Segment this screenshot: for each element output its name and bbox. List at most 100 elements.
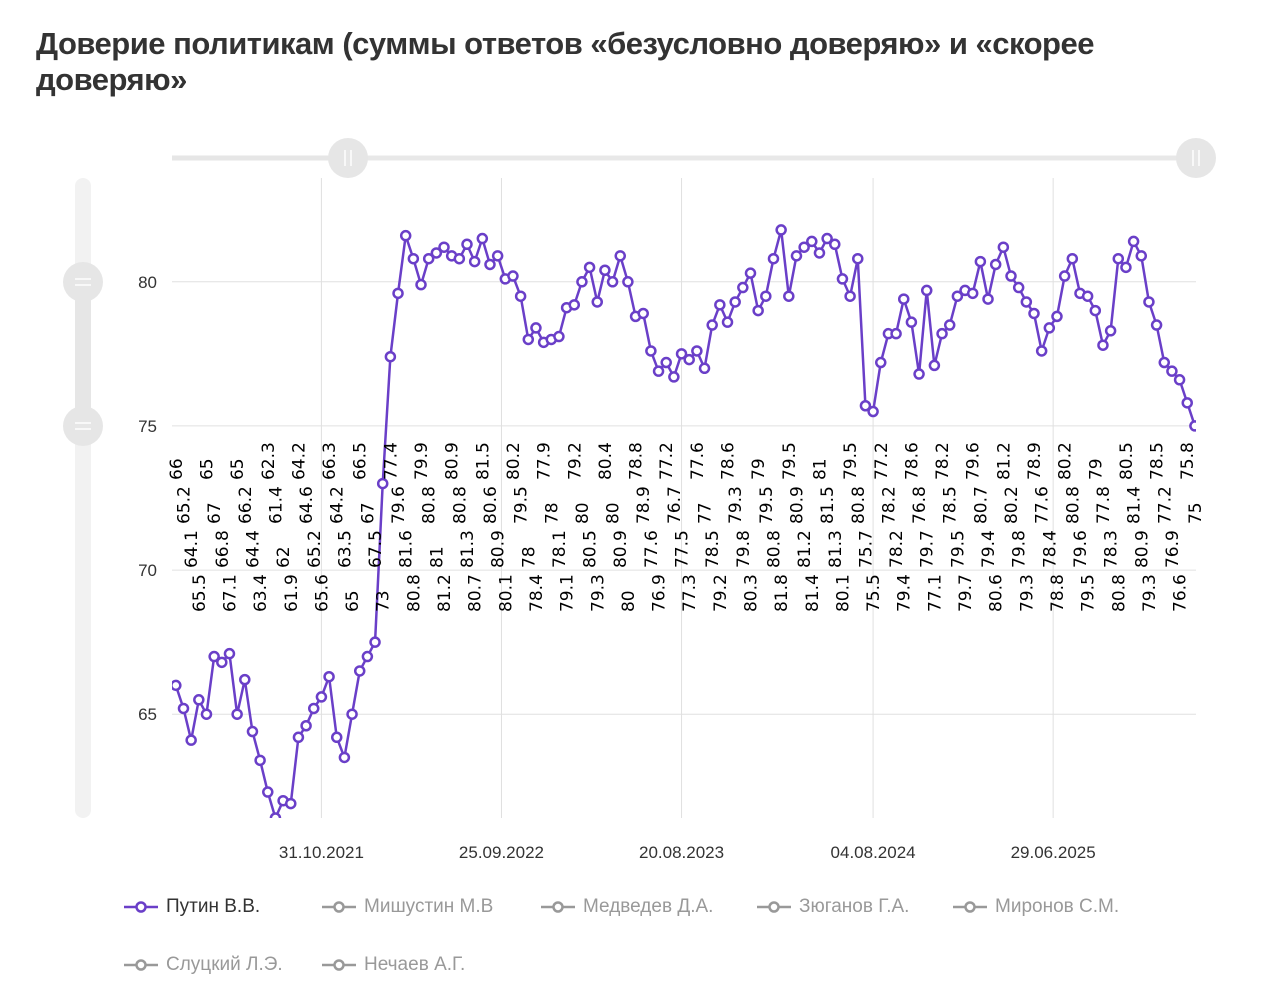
data-point[interactable] xyxy=(606,276,619,288)
data-point[interactable] xyxy=(829,238,841,251)
data-point[interactable] xyxy=(1081,290,1094,302)
data-point[interactable] xyxy=(989,258,1002,271)
data-point[interactable] xyxy=(438,241,450,253)
data-point[interactable] xyxy=(798,241,810,253)
data-point[interactable] xyxy=(553,330,565,343)
y-navigator-selection[interactable] xyxy=(75,282,91,426)
data-point[interactable] xyxy=(453,252,466,265)
data-point[interactable] xyxy=(399,229,412,242)
y-navigator-handle[interactable] xyxy=(63,262,103,302)
data-point[interactable] xyxy=(752,304,764,317)
data-point[interactable] xyxy=(1043,322,1056,334)
data-point[interactable] xyxy=(1020,296,1033,308)
data-point[interactable] xyxy=(844,290,856,302)
data-point[interactable] xyxy=(200,708,213,720)
data-point[interactable] xyxy=(269,812,282,823)
data-point[interactable] xyxy=(936,327,948,340)
data-point[interactable] xyxy=(599,264,611,277)
data-point[interactable] xyxy=(1158,356,1171,369)
data-point[interactable] xyxy=(491,250,504,262)
data-point[interactable] xyxy=(1127,235,1140,248)
data-point[interactable] xyxy=(1112,252,1125,265)
data-point[interactable] xyxy=(346,708,358,720)
data-point[interactable] xyxy=(721,316,734,328)
data-point[interactable] xyxy=(1005,270,1017,282)
data-point[interactable] xyxy=(1097,339,1109,351)
data-point[interactable] xyxy=(920,284,933,297)
data-point[interactable] xyxy=(315,691,328,703)
data-point[interactable] xyxy=(859,399,872,412)
data-point[interactable] xyxy=(422,252,435,265)
data-point[interactable] xyxy=(943,319,956,331)
handle-circle[interactable] xyxy=(1176,138,1216,178)
data-point[interactable] xyxy=(468,255,481,268)
data-point[interactable] xyxy=(1066,252,1079,265)
data-point[interactable] xyxy=(216,656,228,669)
data-point[interactable] xyxy=(974,255,987,268)
data-point[interactable] xyxy=(821,232,833,245)
legend-item[interactable]: Миронов С.М. xyxy=(953,896,1119,918)
legend-item[interactable]: Зюганов Г.А. xyxy=(757,896,909,918)
y-navigator-handle[interactable] xyxy=(63,406,103,446)
data-point[interactable] xyxy=(246,725,259,738)
data-point[interactable] xyxy=(330,731,343,744)
legend-item[interactable]: Медведев Д.А. xyxy=(541,896,713,918)
data-point[interactable] xyxy=(193,694,205,706)
data-point[interactable] xyxy=(775,224,787,236)
data-point[interactable] xyxy=(576,276,588,288)
data-point[interactable] xyxy=(484,258,496,271)
data-point[interactable] xyxy=(1143,296,1155,308)
legend-item[interactable]: Мишустин М.В xyxy=(322,896,493,918)
legend-item[interactable]: Путин В.В. xyxy=(124,896,260,918)
data-point[interactable] xyxy=(982,293,994,305)
data-point[interactable] xyxy=(369,636,381,648)
data-point[interactable] xyxy=(875,356,887,369)
data-point[interactable] xyxy=(1035,345,1048,357)
data-point[interactable] xyxy=(737,281,749,294)
handle-circle[interactable] xyxy=(328,138,368,178)
data-point[interactable] xyxy=(1028,307,1040,320)
data-point[interactable] xyxy=(614,250,626,262)
data-point[interactable] xyxy=(1089,304,1102,317)
range-navigator-handle[interactable] xyxy=(1176,138,1216,178)
legend-item[interactable]: Слуцкий Л.Э. xyxy=(124,954,283,976)
data-point[interactable] xyxy=(683,353,695,366)
data-point[interactable] xyxy=(376,477,389,490)
data-point[interactable] xyxy=(361,650,374,663)
data-point[interactable] xyxy=(783,290,795,302)
data-point[interactable] xyxy=(675,348,688,360)
data-point[interactable] xyxy=(1120,261,1132,274)
data-point[interactable] xyxy=(522,333,535,346)
data-point[interactable] xyxy=(1181,397,1193,409)
data-point[interactable] xyxy=(392,287,404,300)
data-point[interactable] xyxy=(637,307,649,320)
data-point[interactable] xyxy=(622,276,634,288)
data-point[interactable] xyxy=(767,252,780,265)
data-point[interactable] xyxy=(514,290,527,302)
data-point[interactable] xyxy=(300,719,312,732)
data-point[interactable] xyxy=(338,751,351,764)
data-point[interactable] xyxy=(1189,420,1199,432)
data-point[interactable] xyxy=(239,673,251,686)
data-point[interactable] xyxy=(568,299,581,311)
data-point[interactable] xyxy=(177,702,190,715)
data-point[interactable] xyxy=(254,754,266,767)
data-point[interactable] xyxy=(744,267,757,279)
data-point[interactable] xyxy=(1135,250,1148,262)
data-point[interactable] xyxy=(1173,374,1186,386)
data-point[interactable] xyxy=(890,327,902,340)
data-point[interactable] xyxy=(1058,270,1071,282)
range-navigator-handle[interactable] xyxy=(328,138,368,178)
data-point[interactable] xyxy=(806,235,818,248)
data-point[interactable] xyxy=(698,362,711,375)
data-point[interactable] xyxy=(966,287,979,300)
data-point[interactable] xyxy=(507,270,519,282)
data-point[interactable] xyxy=(1166,365,1178,377)
data-point[interactable] xyxy=(1012,281,1025,294)
data-point[interactable] xyxy=(384,350,397,363)
data-point[interactable] xyxy=(461,238,473,251)
data-point[interactable] xyxy=(905,316,918,328)
data-point[interactable] xyxy=(951,290,964,302)
data-point[interactable] xyxy=(185,734,197,746)
data-point[interactable] xyxy=(652,365,665,377)
